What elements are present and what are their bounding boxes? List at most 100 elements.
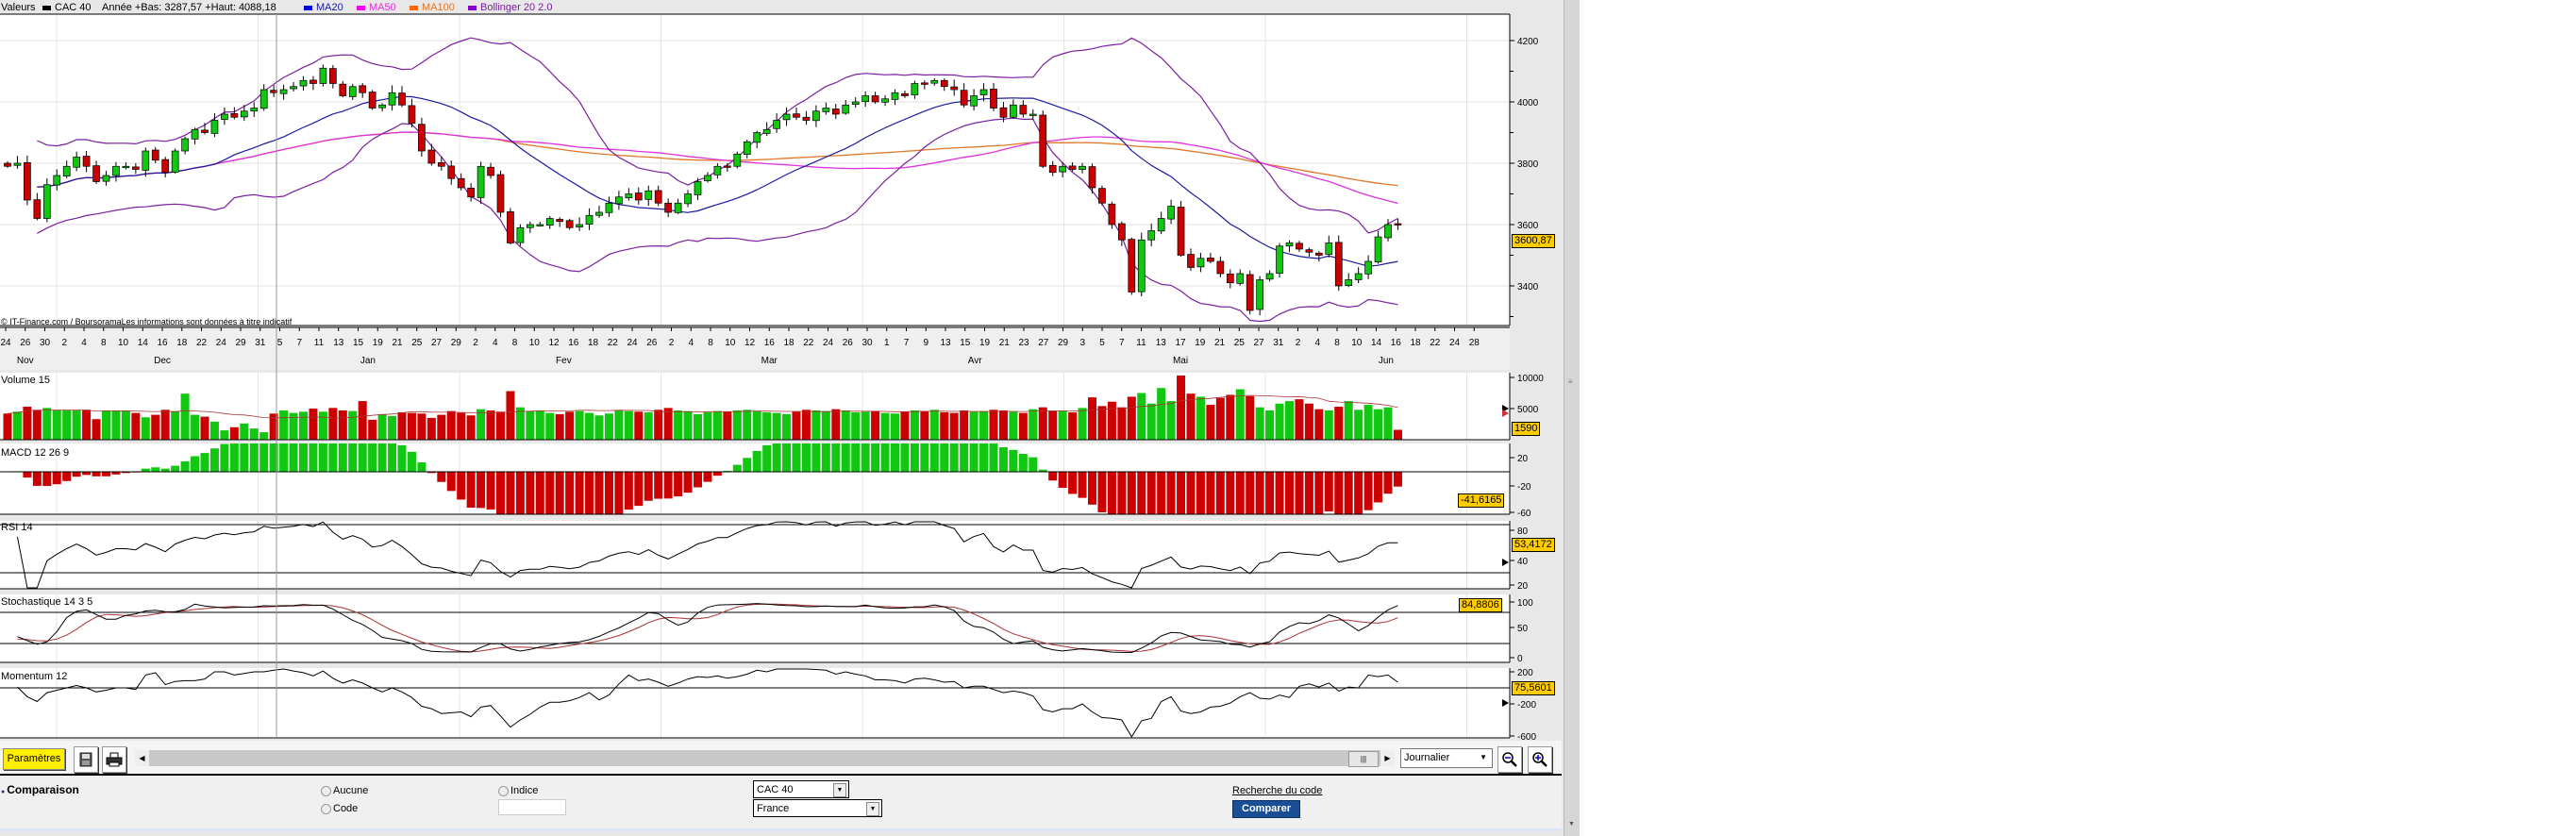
month-label: Jun — [1379, 356, 1394, 366]
macd-bar — [694, 472, 702, 488]
date-tick-label: 12 — [744, 338, 756, 348]
macd-bar — [594, 472, 604, 514]
scroll-right-arrow[interactable]: ▶ — [1380, 750, 1395, 766]
volume-ma-line — [7, 394, 1398, 419]
date-tick-label: 26 — [20, 338, 31, 348]
volume-bar — [732, 410, 742, 440]
candle — [723, 165, 731, 168]
date-tick-label: 19 — [979, 338, 991, 348]
macd-bar — [191, 456, 200, 472]
option-index[interactable]: Indice — [498, 785, 538, 796]
stoch-tick-label: 0 — [1517, 654, 1523, 664]
zoom-out-button[interactable] — [1497, 746, 1522, 773]
radio-index[interactable] — [498, 785, 509, 796]
macd-bar — [1285, 472, 1294, 514]
volume-bar — [969, 411, 979, 440]
volume-bar — [1048, 410, 1058, 440]
candle — [437, 162, 445, 167]
candle — [871, 95, 879, 103]
macd-bar — [358, 443, 367, 472]
date-tick-label: 14 — [1371, 338, 1382, 348]
code-input[interactable] — [498, 799, 566, 815]
macd-bar — [1146, 472, 1156, 514]
legend-swatch — [42, 5, 51, 10]
scroll-left-arrow[interactable]: ◀ — [135, 750, 149, 766]
date-tick-label: 2 — [473, 338, 478, 348]
date-tick-label: 10 — [725, 338, 736, 348]
candle — [851, 101, 860, 105]
page-vertical-scrollbar[interactable]: ≡ ▼ — [1564, 0, 1580, 836]
stochastic-panel-label: Stochastique 14 3 5 — [1, 596, 93, 608]
macd-bar — [1354, 472, 1363, 514]
candle — [378, 104, 386, 109]
macd-bar — [743, 458, 752, 472]
mom-tick-label: -600 — [1517, 732, 1536, 741]
volume-bar — [1265, 410, 1275, 440]
price-tick-label: 3400 — [1517, 282, 1539, 293]
volume-bar — [111, 410, 121, 440]
date-tick-label: 8 — [512, 338, 518, 348]
macd-bar — [1304, 472, 1313, 514]
country-select[interactable]: France ▼ — [753, 799, 882, 817]
date-tick-label: 29 — [1058, 338, 1069, 348]
candle — [151, 149, 159, 161]
volume-bar — [1018, 412, 1028, 440]
chart-area[interactable]: 24 26 30 Nov 2 4 8 10 14 16 18 22 24 29 31 Dec 5 7 11 13 15 1… — [0, 0, 1564, 836]
volume-bar — [1177, 376, 1186, 440]
candle — [1128, 239, 1136, 293]
parameters-button[interactable]: Paramètres — [3, 748, 65, 770]
radio-code[interactable] — [321, 803, 331, 814]
volume-bar — [407, 412, 416, 440]
compare-button[interactable]: Comparer — [1232, 800, 1300, 818]
macd-bar — [407, 451, 416, 472]
volume-bar — [1029, 409, 1038, 440]
month-label: Fev — [556, 356, 572, 366]
macd-bar — [437, 472, 446, 482]
macd-bar — [259, 443, 269, 472]
save-button[interactable] — [74, 746, 98, 773]
candle — [891, 92, 899, 100]
option-none[interactable]: Aucune — [321, 785, 368, 796]
candle — [1157, 218, 1165, 232]
zoom-in-button[interactable] — [1528, 746, 1552, 773]
stoch-panel-bg — [0, 594, 1510, 662]
period-select[interactable]: Journalier ▼ — [1400, 748, 1493, 768]
macd-bar — [1374, 472, 1383, 503]
macd-bar — [1265, 472, 1275, 514]
date-tick-label: 2 — [61, 338, 67, 348]
macd-bar — [1018, 454, 1028, 472]
candle — [970, 95, 978, 107]
candle — [536, 224, 544, 226]
rsi-tick-label: 80 — [1517, 527, 1529, 537]
volume-bar — [1344, 401, 1353, 440]
candle — [1325, 242, 1333, 255]
macd-bar — [979, 443, 989, 472]
month-label: Mar — [761, 356, 778, 366]
scroll-thumb[interactable]: ||| — [1348, 751, 1379, 767]
volume-bar — [52, 410, 61, 440]
code-search-link[interactable]: Recherche du code — [1232, 785, 1323, 796]
macd-tick-label: 20 — [1517, 454, 1529, 464]
macd-bar — [151, 467, 160, 472]
candle — [605, 202, 613, 213]
candle — [634, 192, 643, 201]
chart-horizontal-scrollbar[interactable]: ◀ ||| ▶ — [135, 750, 1395, 767]
index-select[interactable]: CAC 40 ▼ — [753, 780, 849, 798]
print-icon — [106, 752, 123, 767]
macd-bar — [52, 472, 61, 485]
volume-bar — [891, 413, 899, 440]
option-code[interactable]: Code — [321, 803, 358, 814]
last-value-marker-icon — [1502, 410, 1509, 417]
date-tick-label: 29 — [235, 338, 246, 348]
option-none-label: Aucune — [333, 785, 369, 796]
volume-bar — [1127, 396, 1136, 440]
scroll-down-arrow[interactable]: ▼ — [1568, 821, 1575, 828]
macd-bar — [1157, 472, 1166, 514]
volume-bar — [920, 410, 929, 440]
volume-bar — [515, 407, 525, 440]
date-axis-bg — [0, 326, 1510, 370]
radio-none[interactable] — [321, 785, 331, 796]
print-button[interactable] — [102, 746, 126, 773]
candle — [762, 128, 771, 134]
